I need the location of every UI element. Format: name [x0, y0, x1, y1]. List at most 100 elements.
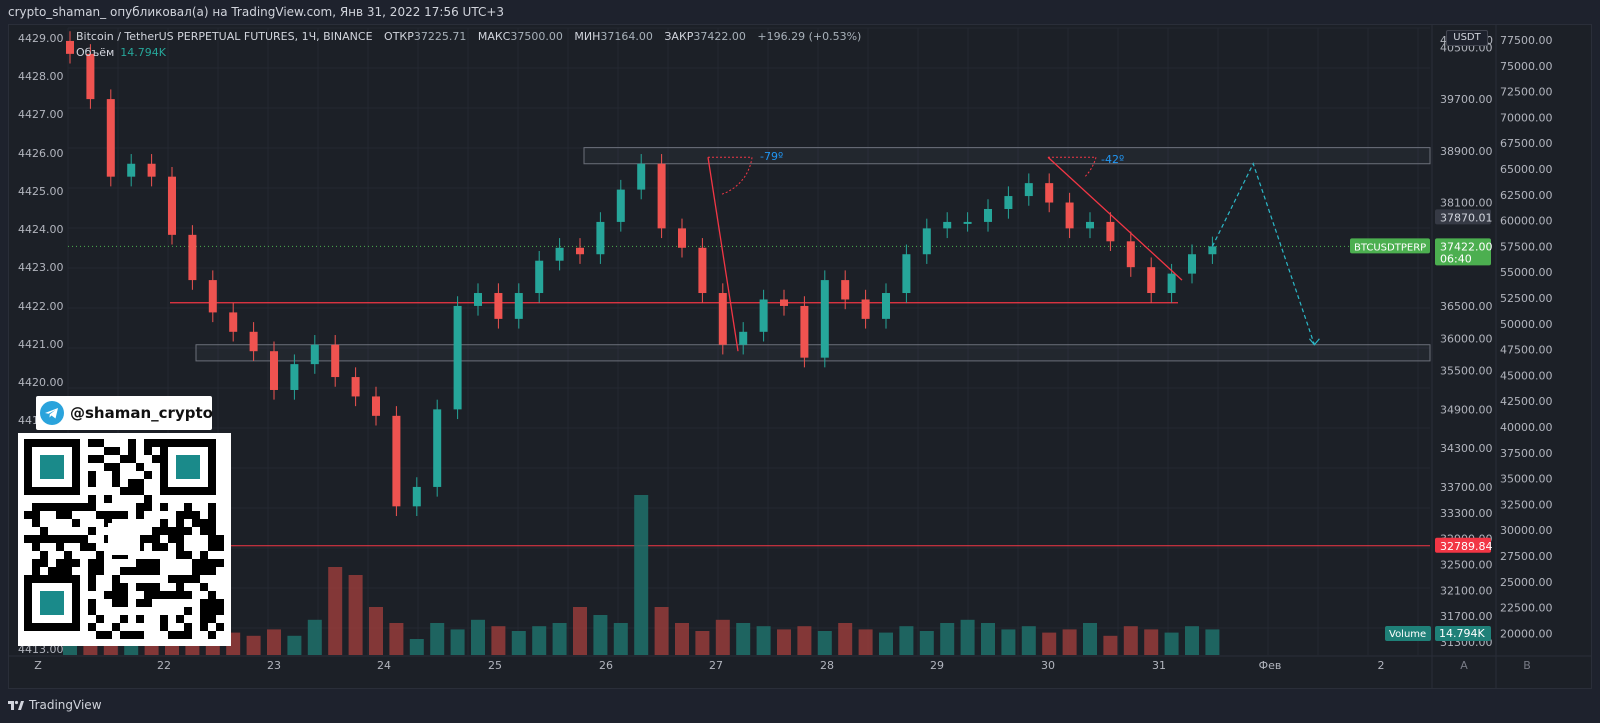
- trendline-drop-2: [1047, 156, 1183, 281]
- candle-body: [535, 260, 544, 294]
- qr-module: [160, 543, 168, 551]
- qr-module: [88, 559, 96, 567]
- left-axis-tick: 4429.00: [18, 32, 64, 45]
- qr-module: [24, 511, 32, 519]
- qr-module: [184, 591, 192, 599]
- candle-body: [106, 99, 115, 177]
- tradingview-logo-icon: [8, 700, 24, 710]
- qr-module: [160, 519, 168, 527]
- volume-bar: [613, 623, 628, 655]
- candle-body: [351, 377, 360, 397]
- current-price-tag: [1435, 238, 1491, 266]
- qr-module: [152, 439, 160, 447]
- price-axis-tick: 36500.00: [1440, 300, 1493, 313]
- volume-bar: [695, 631, 710, 655]
- qr-module: [136, 503, 144, 511]
- qr-module: [96, 551, 104, 559]
- candle-body: [86, 53, 95, 100]
- qr-module: [120, 583, 128, 591]
- qr-module: [96, 567, 104, 575]
- left-axis-tick: 4424.00: [18, 223, 64, 236]
- qr-module: [136, 615, 144, 623]
- qr-module: [56, 503, 64, 511]
- price-levels: [68, 147, 1431, 547]
- qr-module: [144, 583, 152, 591]
- qr-module: [200, 551, 208, 559]
- volume-bar: [817, 631, 832, 655]
- qr-finder-center: [40, 455, 64, 479]
- volume-bar: [573, 607, 587, 655]
- right-axis-tick: 20000.00: [1500, 627, 1553, 640]
- qr-module: [176, 575, 184, 583]
- qr-module: [80, 543, 88, 551]
- candle-body: [494, 293, 503, 319]
- volume-bar: [1001, 629, 1016, 655]
- volume-bar: [654, 607, 669, 655]
- volume-bar: [369, 607, 383, 655]
- candle-body: [780, 299, 788, 306]
- candle-body: [66, 40, 74, 54]
- qr-module: [176, 583, 184, 591]
- qr-module: [32, 519, 40, 527]
- right-axis-tick: 47500.00: [1500, 344, 1553, 357]
- right-axis-tick: 32500.00: [1500, 498, 1553, 511]
- left-axis-tick: 4421.00: [18, 338, 64, 351]
- qr-module: [104, 511, 112, 519]
- qr-module: [192, 511, 200, 519]
- symbol-legend: Bitcoin / TetherUS PERPETUAL FUTURES, 1Ч…: [76, 30, 861, 43]
- volume-series: [63, 495, 1220, 655]
- volume-bar: [552, 623, 567, 655]
- qr-module: [112, 599, 120, 607]
- qr-module: [80, 535, 88, 543]
- qr-module: [208, 559, 216, 567]
- qr-module: [200, 519, 208, 527]
- qr-module: [184, 623, 192, 631]
- candle-body: [943, 221, 952, 229]
- qr-module: [128, 479, 136, 487]
- candle-body: [1208, 246, 1217, 255]
- angle-arc-2: [1084, 157, 1097, 178]
- qr-module: [88, 439, 96, 447]
- left-axis-tick: 4420.00: [18, 376, 64, 389]
- candle-body: [984, 208, 992, 222]
- candle-body: [963, 221, 972, 224]
- qr-module: [32, 543, 40, 551]
- qr-module: [168, 591, 176, 599]
- candle-body: [1024, 183, 1033, 197]
- right-axis-tick: 60000.00: [1500, 215, 1553, 228]
- volume-bar: [777, 629, 791, 655]
- candle-body: [1086, 221, 1094, 229]
- candle-body: [270, 351, 278, 390]
- qr-module: [136, 487, 144, 495]
- qr-module: [144, 559, 152, 567]
- qr-module: [136, 583, 144, 591]
- qr-module: [96, 615, 104, 623]
- right-axis-tick: 70000.00: [1500, 111, 1553, 124]
- volume-bar: [328, 567, 343, 655]
- qr-module: [216, 543, 224, 551]
- volume-bar: [919, 631, 934, 655]
- qr-module: [104, 463, 112, 471]
- candle-body: [453, 305, 462, 410]
- price-axis-tick: 33700.00: [1440, 481, 1493, 494]
- volume-bar: [838, 623, 853, 655]
- left-axis-tick: 4425.00: [18, 185, 64, 198]
- currency-badge[interactable]: USDT: [1446, 30, 1488, 46]
- qr-module: [192, 559, 200, 567]
- right-axis-tick: 22500.00: [1500, 602, 1553, 615]
- volume-bar: [267, 629, 281, 655]
- symbol-price-tag: [1350, 238, 1430, 254]
- qr-module: [200, 567, 208, 575]
- volume-bar: [715, 619, 730, 655]
- qr-module: [56, 535, 64, 543]
- qr-module: [160, 503, 168, 511]
- qr-module: [192, 567, 200, 575]
- qr-module: [160, 591, 168, 599]
- price-axis-tick: 34300.00: [1440, 442, 1493, 455]
- volume-bar: [797, 626, 812, 655]
- qr-module: [184, 631, 192, 639]
- qr-module: [120, 599, 128, 607]
- qr-module: [64, 535, 72, 543]
- qr-module: [88, 583, 96, 591]
